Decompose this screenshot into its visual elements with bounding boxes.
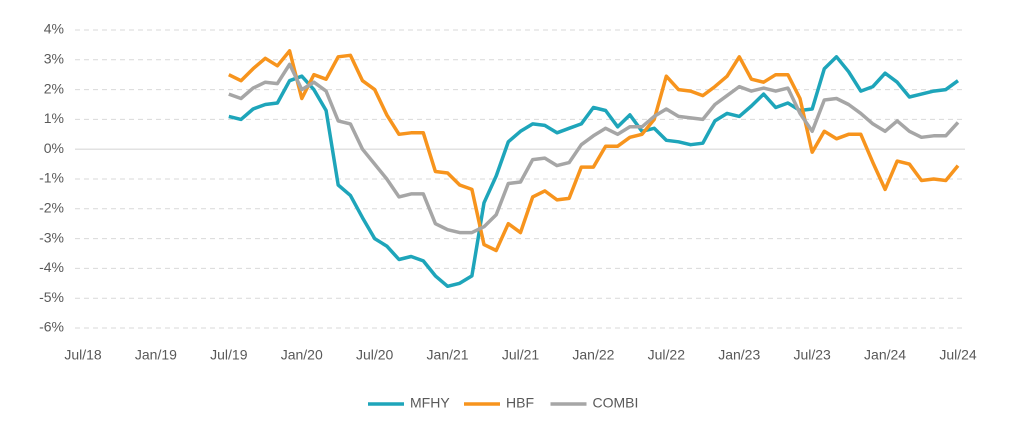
- x-tick-label: Jan/23: [718, 347, 760, 363]
- y-tick-label: 4%: [44, 21, 64, 37]
- x-tick-label: Jul/24: [939, 347, 977, 363]
- series-line: [228, 49, 960, 253]
- y-tick-label: 0%: [44, 140, 64, 156]
- x-tick-label: Jul/18: [64, 347, 102, 363]
- y-tick-label: 3%: [44, 51, 64, 67]
- x-tick-label: Jul/20: [356, 347, 394, 363]
- y-tick-label: -3%: [39, 229, 64, 245]
- legend: MFHY HBF COMBI: [368, 395, 638, 411]
- series-line: [228, 62, 960, 235]
- x-tick-label: Jan/19: [135, 347, 177, 363]
- y-tick-label: -1%: [39, 170, 64, 186]
- legend-label: COMBI: [593, 395, 639, 411]
- x-tick-label: Jul/23: [793, 347, 831, 363]
- x-tick-label: Jan/24: [864, 347, 906, 363]
- y-tick-label: 1%: [44, 110, 64, 126]
- y-tick-label: -2%: [39, 200, 64, 216]
- series-line: [228, 55, 960, 289]
- x-tick-label: Jan/22: [572, 347, 614, 363]
- y-tick-label: -4%: [39, 259, 64, 275]
- x-tick-label: Jul/21: [502, 347, 540, 363]
- x-tick-label: Jul/19: [210, 347, 248, 363]
- legend-label: MFHY: [410, 395, 450, 411]
- y-tick-label: -6%: [39, 319, 64, 335]
- x-tick-label: Jan/21: [427, 347, 469, 363]
- y-tick-label: -5%: [39, 289, 64, 305]
- y-tick-label: 2%: [44, 80, 64, 96]
- x-tick-label: Jan/20: [281, 347, 323, 363]
- legend-label: HBF: [506, 395, 534, 411]
- x-tick-label: Jul/22: [648, 347, 686, 363]
